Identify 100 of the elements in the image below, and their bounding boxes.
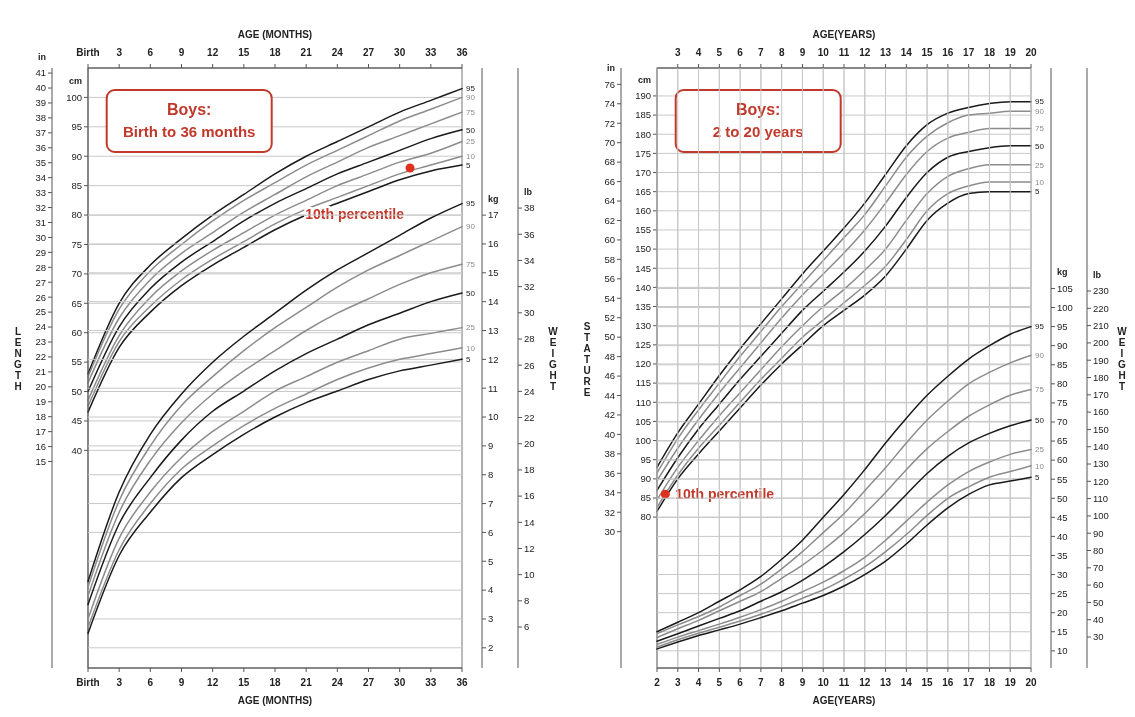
y3-tick-label: 38 <box>604 448 615 460</box>
y3-tick-label: 120 <box>1093 475 1109 487</box>
y-tick-label: 120 <box>635 358 651 370</box>
y3-tick-label: 62 <box>604 214 615 226</box>
series-label: 95 <box>1035 97 1045 107</box>
x-tick-label: 3 <box>116 47 123 58</box>
x-tick-label: 30 <box>394 676 406 688</box>
x-tick-label: 17 <box>963 47 975 58</box>
series-label: 95 <box>466 84 476 94</box>
series-label: 90 <box>466 222 476 232</box>
x-tick-label: 20 <box>1025 47 1037 58</box>
y-tick-label: 70 <box>1057 416 1068 428</box>
x-tick-label: 12 <box>859 676 871 688</box>
y3-tick-label: 30 <box>1093 631 1104 643</box>
y3-tick-label: 6 <box>524 621 530 633</box>
series-label: 50 <box>466 125 476 135</box>
y3-tick-label: 16 <box>35 440 46 452</box>
series-label: 90 <box>466 93 476 103</box>
y-axis-title: cm <box>68 76 82 87</box>
x-tick-label: 33 <box>425 676 437 688</box>
y3-tick-label: 76 <box>604 78 615 90</box>
x-tick-label: 8 <box>778 47 785 58</box>
x-tick-label: 18 <box>983 47 996 58</box>
y3-tick-label: 170 <box>1093 389 1109 401</box>
y-tick-label: 105 <box>635 415 651 427</box>
y3-tick-label: 34 <box>524 254 535 266</box>
series-label: 10 <box>466 343 476 353</box>
x-tick-label: 9 <box>799 47 806 58</box>
y3-tick-label: 38 <box>524 202 535 214</box>
series-label: 25 <box>1035 160 1045 170</box>
x-tick-label: 19 <box>1004 47 1017 58</box>
y-tick-label: 75 <box>1057 397 1068 409</box>
y3-tick-label: 70 <box>1093 562 1104 574</box>
y-tick-label: 40 <box>1057 530 1068 542</box>
x-tick-label: 10 <box>817 47 830 58</box>
y3-tick-label: 14 <box>524 516 535 528</box>
y3-tick-label: 16 <box>524 490 535 502</box>
text: 2 to 20 years <box>712 123 804 140</box>
x-tick-label: 19 <box>1004 676 1017 688</box>
y3-tick-label: 23 <box>35 336 46 348</box>
series-label: 10 <box>1035 461 1045 471</box>
y-tick-label: 13 <box>488 324 499 336</box>
x-tick-label: 30 <box>394 47 406 58</box>
y-tick-label: 90 <box>71 150 82 162</box>
series-label: 90 <box>1035 107 1045 117</box>
x-axis-title: AGE (MONTHS) <box>237 694 313 706</box>
y-tick-label: 20 <box>1057 607 1068 619</box>
series-label: 10 <box>1035 177 1045 187</box>
series-label: 75 <box>1035 385 1045 395</box>
y-tick-label: 160 <box>635 205 651 217</box>
y-tick-label: 65 <box>71 297 82 309</box>
y3-tick-label: 41 <box>35 67 46 79</box>
y-tick-label: 5 <box>488 555 494 567</box>
y-tick-label: 2 <box>488 642 494 654</box>
y3-tick-label: 230 <box>1093 285 1109 297</box>
series-label: 50 <box>1035 141 1045 151</box>
y3-tick-label: 150 <box>1093 423 1109 435</box>
y-tick-label: 45 <box>1057 511 1068 523</box>
y3-tick-label: 36 <box>35 142 46 154</box>
y3-tick-label: 35 <box>35 157 46 169</box>
y3-tick-label: 18 <box>35 411 46 423</box>
y3-tick-label: 58 <box>604 253 615 265</box>
y-tick-label: 80 <box>640 511 651 523</box>
text: Boys: <box>166 101 212 118</box>
y3-tick-label: 30 <box>524 307 535 319</box>
y-tick-label: 10 <box>1057 645 1068 657</box>
x-tick-label: 18 <box>983 676 996 688</box>
y-tick-label: 85 <box>71 179 82 191</box>
y3-tick-label: 22 <box>524 411 535 423</box>
y3-axis-title: in <box>38 52 46 63</box>
y-tick-label: 4 <box>488 584 494 596</box>
y3-tick-label: 66 <box>604 175 615 187</box>
text: LENGTH <box>14 326 23 392</box>
x-tick-label: 9 <box>178 47 185 58</box>
y3-tick-label: 22 <box>35 351 46 363</box>
y3-tick-label: 36 <box>524 228 535 240</box>
x-tick-label: 6 <box>147 47 154 58</box>
text: Boys: <box>735 101 781 118</box>
y-tick-label: 9 <box>488 440 494 452</box>
y-tick-label: 185 <box>635 109 651 121</box>
y3-tick-label: 15 <box>35 455 46 467</box>
x-tick-label: 36 <box>456 47 468 58</box>
y3-tick-label: 36 <box>604 467 615 479</box>
y3-tick-label: 44 <box>604 389 615 401</box>
x-tick-label: Birth <box>76 47 100 58</box>
y-tick-label: 12 <box>488 353 499 365</box>
x-tick-label: 16 <box>942 676 954 688</box>
y3-tick-label: 25 <box>35 306 46 318</box>
y3-tick-label: 180 <box>1093 371 1109 383</box>
series-label: 95 <box>1035 322 1045 332</box>
y3-tick-label: 42 <box>604 409 615 421</box>
x-tick-label: 21 <box>300 676 313 688</box>
y-tick-label: 35 <box>1057 549 1068 561</box>
y3-tick-label: 12 <box>524 542 535 554</box>
x-tick-label: 15 <box>238 676 250 688</box>
y-tick-label: 45 <box>71 415 82 427</box>
x-tick-label: 11 <box>838 676 850 688</box>
y-tick-label: 6 <box>488 526 494 538</box>
y3-tick-label: 38 <box>35 112 46 124</box>
y3-tick-label: 64 <box>604 195 615 207</box>
